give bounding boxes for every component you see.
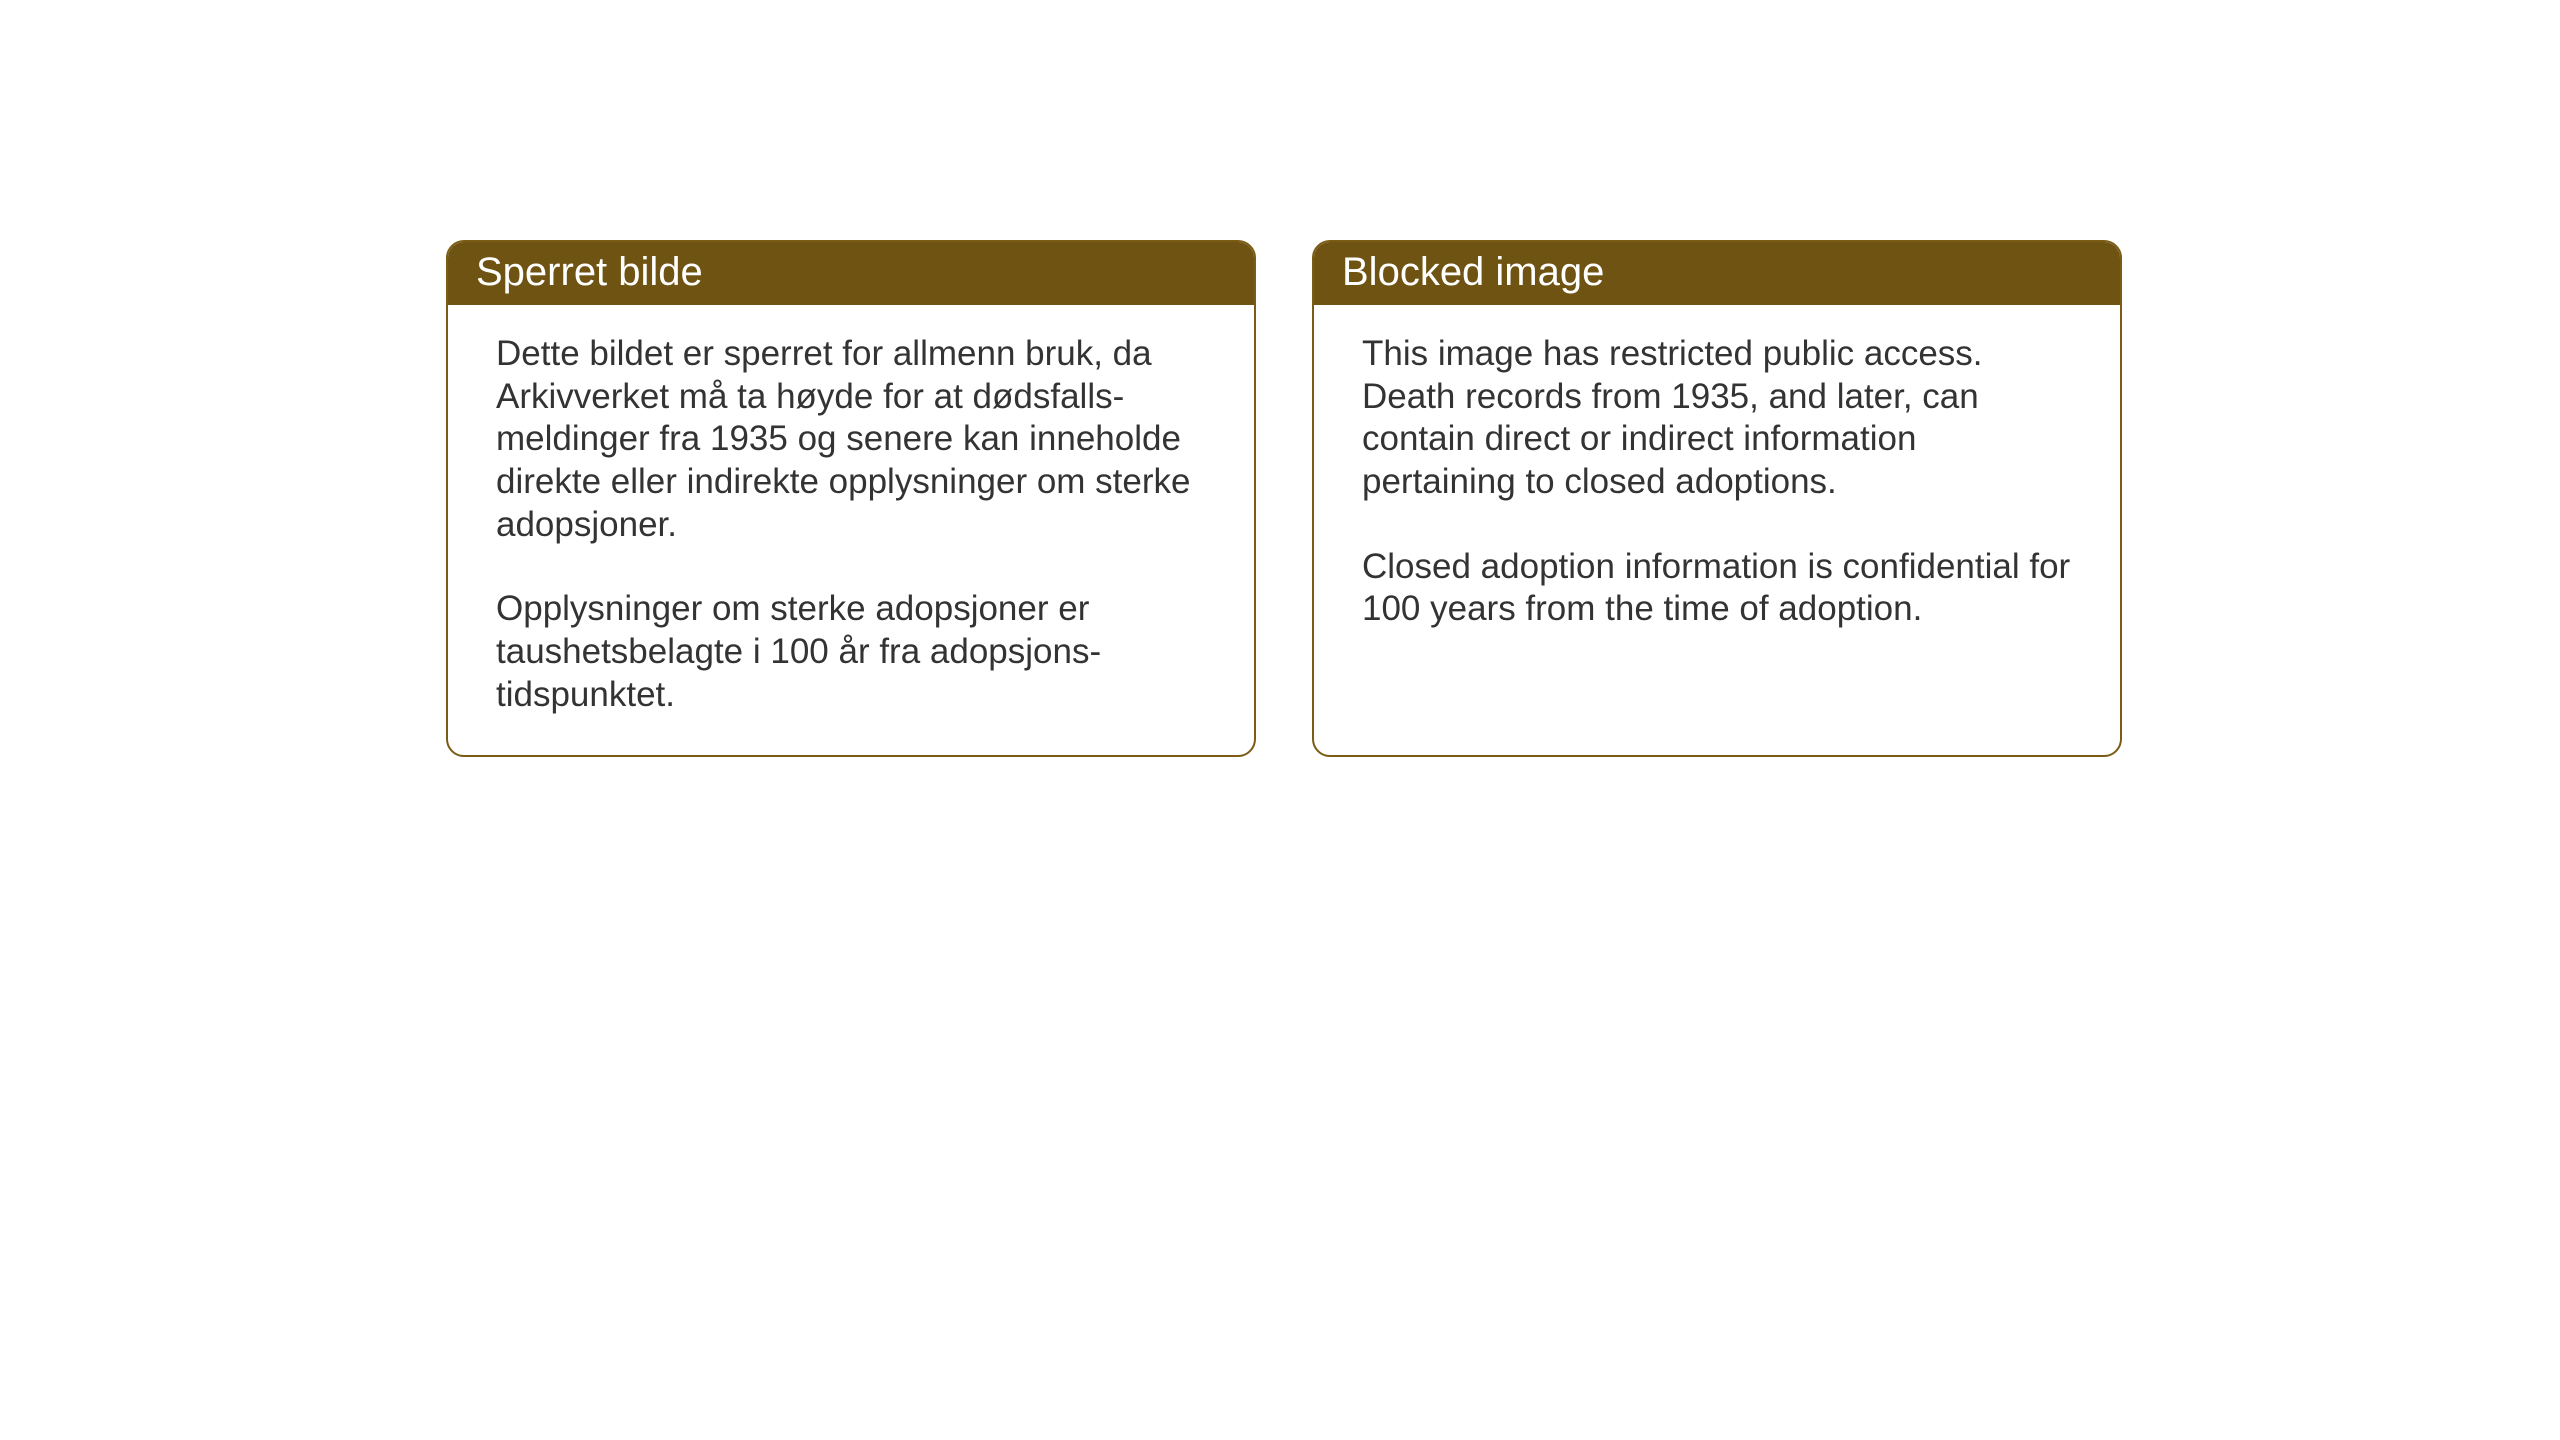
card-paragraph-1-english: This image has restricted public access.… — [1362, 333, 2072, 504]
card-body-english: This image has restricted public access.… — [1314, 305, 2120, 669]
card-paragraph-2-norwegian: Opplysninger om sterke adopsjoner er tau… — [496, 588, 1206, 716]
card-title-norwegian: Sperret bilde — [476, 250, 703, 294]
card-title-english: Blocked image — [1342, 250, 1604, 294]
card-paragraph-2-english: Closed adoption information is confident… — [1362, 546, 2072, 631]
card-header-norwegian: Sperret bilde — [448, 242, 1254, 305]
notice-card-english: Blocked image This image has restricted … — [1312, 240, 2122, 757]
notice-card-norwegian: Sperret bilde Dette bildet er sperret fo… — [446, 240, 1256, 757]
card-body-norwegian: Dette bildet er sperret for allmenn bruk… — [448, 305, 1254, 755]
card-header-english: Blocked image — [1314, 242, 2120, 305]
notice-container: Sperret bilde Dette bildet er sperret fo… — [446, 240, 2122, 757]
card-paragraph-1-norwegian: Dette bildet er sperret for allmenn bruk… — [496, 333, 1206, 546]
